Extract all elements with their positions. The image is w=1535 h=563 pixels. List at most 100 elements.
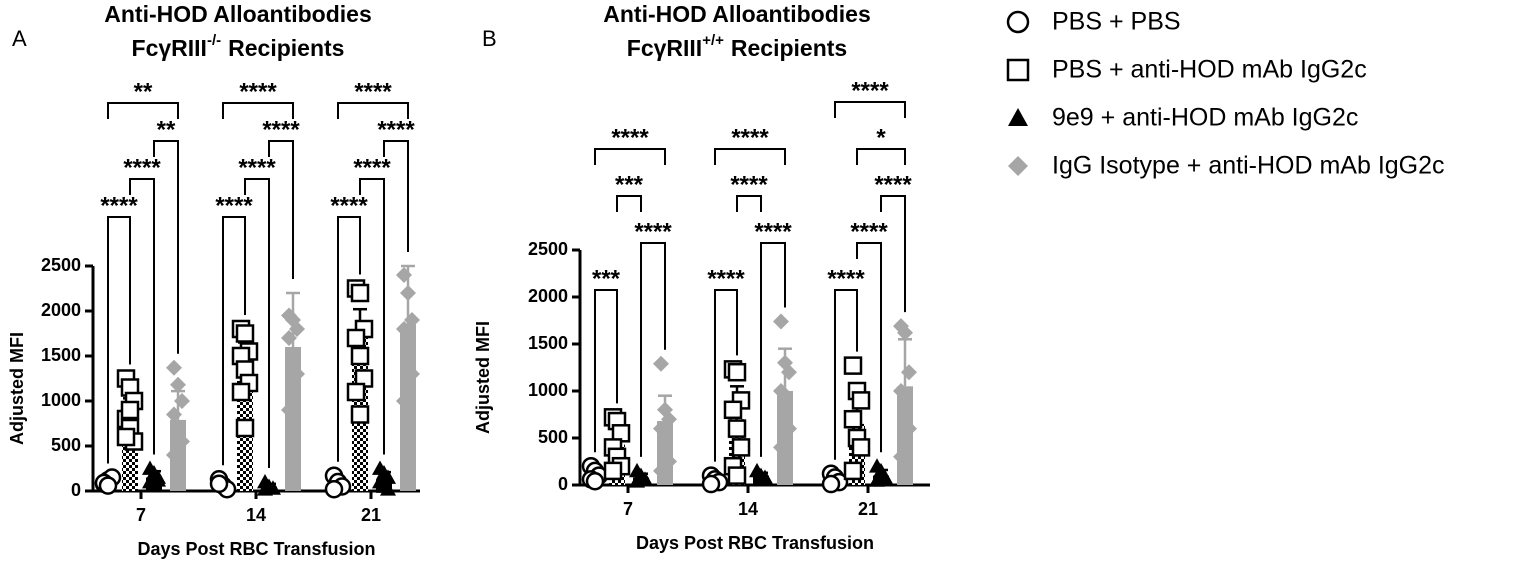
data-point (723, 400, 743, 420)
data-point (116, 427, 136, 447)
data-point (653, 355, 669, 372)
data-point (701, 474, 721, 494)
data-point (346, 328, 366, 348)
significance-bracket (834, 101, 906, 118)
data-point (821, 474, 841, 494)
significance-bracket (337, 102, 409, 119)
significance-label: *** (592, 265, 621, 292)
data-point (757, 469, 773, 484)
significance-label: **** (634, 218, 672, 245)
data-point (629, 473, 645, 488)
significance-label: **** (239, 78, 277, 105)
significance-label: **** (238, 154, 276, 181)
data-point (396, 393, 412, 409)
significance-label: **** (730, 171, 768, 198)
data-point (851, 438, 871, 457)
data-point (897, 324, 913, 341)
data-point (731, 438, 751, 457)
significance-bracket (107, 102, 179, 119)
y-tick-label: 500 (538, 427, 568, 447)
significance-label: ** (134, 78, 153, 105)
legend-marker (1008, 156, 1028, 176)
data-point (281, 330, 297, 346)
significance-label: ** (157, 116, 176, 143)
x-axis-title: Days Post RBC Transfusion (636, 533, 874, 553)
significance-label: **** (123, 154, 161, 181)
data-point (585, 471, 605, 491)
data-point (400, 411, 416, 427)
chart-title: Anti-HOD Alloantibodies (603, 1, 870, 27)
data-point (727, 419, 747, 438)
significance-label: **** (850, 218, 888, 245)
bar (897, 386, 913, 485)
legend-label: PBS + PBS (1052, 8, 1181, 36)
data-point (235, 324, 255, 343)
data-point (150, 472, 166, 487)
significance-label: * (876, 124, 886, 151)
data-point (843, 461, 863, 481)
data-point (209, 474, 229, 494)
data-point (843, 356, 863, 375)
significance-label: **** (354, 78, 392, 105)
data-point (396, 267, 412, 283)
significance-bracket (834, 289, 858, 460)
data-point (893, 383, 909, 399)
data-point (350, 405, 370, 424)
data-point (781, 364, 797, 381)
x-tick-label: 14 (246, 505, 266, 525)
significance-bracket (383, 140, 409, 252)
y-tick-label: 0 (558, 474, 568, 494)
data-point (285, 442, 301, 459)
data-point (781, 420, 797, 437)
significance-bracket (594, 289, 618, 453)
significance-bracket (736, 195, 762, 212)
y-tick-label: 2000 (528, 286, 568, 306)
data-point (396, 321, 412, 337)
data-point (653, 462, 669, 479)
significance-bracket (107, 216, 131, 464)
subtitle-rest: Recipients (731, 35, 847, 61)
legend-marker (1008, 108, 1028, 126)
significance-bracket (714, 148, 786, 165)
data-point (727, 362, 747, 382)
y-tick-label: 1500 (41, 345, 81, 365)
y-tick-label: 1000 (41, 390, 81, 410)
significance-label: **** (731, 124, 769, 151)
y-tick-label: 1500 (528, 333, 568, 353)
significance-label: **** (754, 218, 792, 245)
data-point (404, 366, 420, 382)
data-point (897, 401, 913, 418)
subtitle-base: FcγRIII (132, 35, 207, 61)
data-point (166, 406, 182, 423)
significance-label: **** (611, 124, 649, 151)
data-point (603, 461, 623, 481)
significance-label: **** (353, 154, 391, 181)
legend-label: 9e9 + anti-HOD mAb IgG2c (1052, 104, 1358, 132)
legend-marker (1006, 58, 1030, 82)
chart-subtitle: FcγRIII-/- Recipients (132, 32, 345, 61)
significance-label: **** (215, 192, 253, 219)
x-tick-label: 21 (858, 499, 878, 519)
data-point (869, 472, 885, 487)
data-point (170, 376, 186, 393)
data-point (893, 448, 909, 465)
bar (285, 347, 301, 491)
data-point (901, 420, 917, 437)
significance-bracket (222, 102, 294, 119)
data-point (166, 447, 182, 463)
significance-label: **** (874, 171, 912, 198)
data-point (170, 420, 186, 436)
data-point (661, 453, 677, 470)
legend-label: IgG Isotype + anti-HOD mAb IgG2c (1052, 152, 1445, 180)
subtitle-sup: +/+ (702, 32, 724, 49)
y-axis-title: Adjusted MFI (7, 332, 27, 445)
data-point (231, 382, 251, 402)
significance-bracket (244, 178, 270, 468)
y-tick-label: 1000 (528, 380, 568, 400)
data-point (400, 339, 416, 355)
significance-label: **** (707, 265, 745, 292)
data-point (777, 448, 793, 465)
data-point (281, 402, 297, 418)
x-tick-label: 21 (361, 505, 381, 525)
significance-bracket (856, 242, 882, 453)
